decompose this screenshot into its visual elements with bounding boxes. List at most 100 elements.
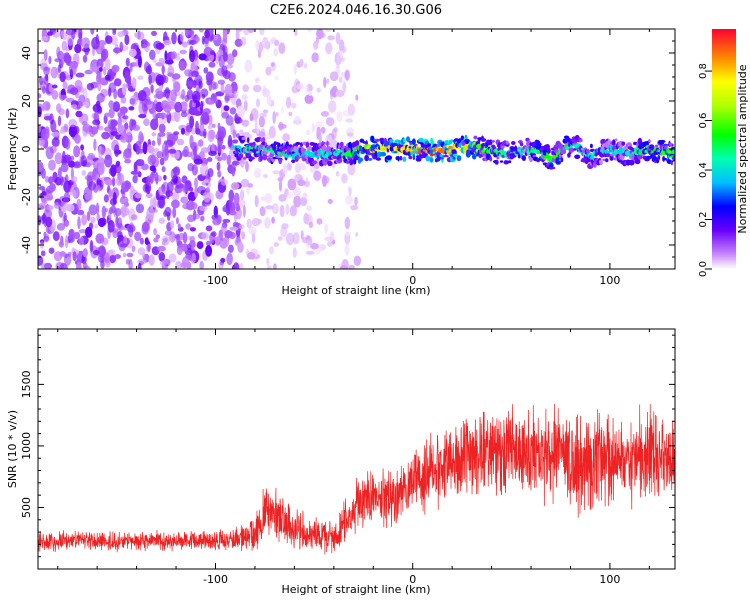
spectrogram-blob — [109, 255, 117, 264]
spectrogram-blob — [258, 116, 265, 128]
x-tick-label: -100 — [203, 573, 228, 586]
spectrogram-blob — [167, 148, 177, 154]
spectrogram-blob — [120, 96, 127, 104]
spectrogram-blob — [68, 119, 78, 128]
spectrogram-blob — [48, 176, 54, 185]
spectrogram-blob — [258, 41, 264, 53]
spectrogram-blob — [199, 260, 204, 269]
spectrogram-blob — [63, 191, 71, 203]
spectrogram-blob — [133, 170, 142, 178]
spectrogram-blob — [52, 84, 58, 89]
spectrogram-blob — [65, 108, 70, 119]
spectrogram-blob — [171, 191, 180, 201]
figure-title: C2E6.2024.046.16.30.G06 — [270, 3, 442, 18]
spectrogram-blob — [339, 265, 348, 269]
spectrogram-ridge-point — [536, 158, 540, 163]
spectrogram-blob — [277, 177, 284, 182]
spectrogram-blob — [355, 232, 359, 237]
spectrogram-blob — [46, 31, 54, 36]
spectrogram-blob — [273, 47, 278, 57]
spectrogram-blob — [196, 241, 204, 250]
spectrogram-blob — [235, 29, 243, 32]
spectrogram-blob — [217, 156, 222, 162]
spectrogram-blob — [226, 154, 231, 166]
spectrogram-blob — [110, 119, 118, 127]
spectrogram-blob — [286, 162, 292, 171]
spectrogram-blob — [221, 145, 226, 150]
spectrogram-blob — [323, 76, 327, 88]
spectrogram-blob — [224, 83, 233, 97]
spectrogram-ridge-point — [397, 155, 400, 162]
spectrogram-blob — [221, 65, 228, 77]
spectrogram-blob — [243, 29, 250, 36]
spectrogram-blob — [92, 249, 100, 256]
spectrogram-ridge-point — [522, 156, 526, 159]
spectrogram-blob — [231, 168, 235, 177]
spectrogram-blob — [51, 131, 60, 137]
y-tick-label: 1000 — [20, 432, 33, 460]
snr-marks — [38, 403, 675, 555]
spectrogram-ridge-point — [496, 156, 500, 160]
spectrogram-blob — [206, 79, 213, 85]
spectrogram-ridge-point — [247, 137, 250, 144]
spectrogram-blob — [38, 185, 45, 191]
spectrogram-blob — [77, 209, 85, 216]
spectrogram-blob — [264, 133, 273, 140]
spectrogram-blob — [248, 226, 257, 235]
spectrogram-ridge-point — [659, 139, 666, 143]
spectrogram-blob — [80, 144, 84, 151]
spectrogram-blob — [187, 163, 195, 172]
spectrogram-blob — [71, 104, 78, 109]
spectrogram-blob — [205, 245, 213, 257]
spectrogram-x-axis-label: Height of straight line (km) — [281, 284, 430, 297]
spectrogram-ridge-point — [427, 143, 431, 147]
spectrogram-blob — [233, 192, 240, 206]
spectrogram-blob — [62, 81, 68, 90]
spectrogram-blob — [247, 183, 254, 188]
spectrogram-ridge-point — [354, 140, 360, 147]
spectrogram-blob — [98, 67, 103, 72]
spectrogram-ridge-point — [555, 160, 561, 165]
spectrogram-ridge-point — [605, 153, 611, 158]
spectrogram-blob — [134, 192, 143, 199]
spectrogram-blob — [104, 178, 114, 186]
spectrogram-blob — [292, 232, 300, 245]
spectrogram-blob — [232, 129, 236, 139]
spectrogram-blob — [125, 57, 130, 67]
spectrogram-ridge-point — [489, 156, 493, 162]
spectrogram-blob — [97, 40, 107, 46]
spectrogram-blob — [172, 81, 181, 93]
spectrogram-blob — [89, 66, 97, 72]
spectrogram-ridge-point — [672, 147, 675, 155]
spectrogram-blob — [203, 67, 209, 74]
spectrogram-blob — [96, 93, 105, 103]
spectrogram-blob — [63, 154, 72, 164]
spectrogram-blob — [331, 128, 337, 140]
spectrogram-blob — [300, 196, 308, 207]
spectrogram-blob — [74, 44, 82, 54]
spectrogram-blob — [199, 163, 209, 177]
spectrogram-blob — [178, 60, 186, 71]
spectrogram-blob — [41, 195, 48, 205]
spectrogram-blob — [149, 49, 156, 60]
spectrogram-blob — [92, 103, 102, 113]
spectrogram-blob — [41, 168, 46, 179]
spectrogram-blob — [200, 147, 210, 154]
spectrogram-blob — [132, 124, 141, 131]
spectrogram-blob — [38, 255, 44, 266]
spectrogram-blob — [112, 30, 117, 35]
spectrogram-ridge-point — [517, 140, 524, 144]
spectrogram-blob — [347, 103, 356, 116]
spectrogram-blob — [38, 93, 42, 99]
spectrogram-ridge-point — [425, 155, 431, 162]
spectrogram-blob — [278, 121, 284, 131]
spectrogram-blob — [224, 93, 230, 104]
spectrogram-blob — [228, 200, 236, 210]
spectrogram-blob — [339, 39, 345, 53]
spectrogram-blob — [157, 186, 165, 196]
spectrogram-blob — [45, 146, 54, 160]
spectrogram-blob — [38, 137, 46, 146]
spectrogram-blob — [153, 237, 159, 243]
spectrogram-blob — [65, 75, 72, 81]
spectrogram-blob — [114, 149, 122, 155]
